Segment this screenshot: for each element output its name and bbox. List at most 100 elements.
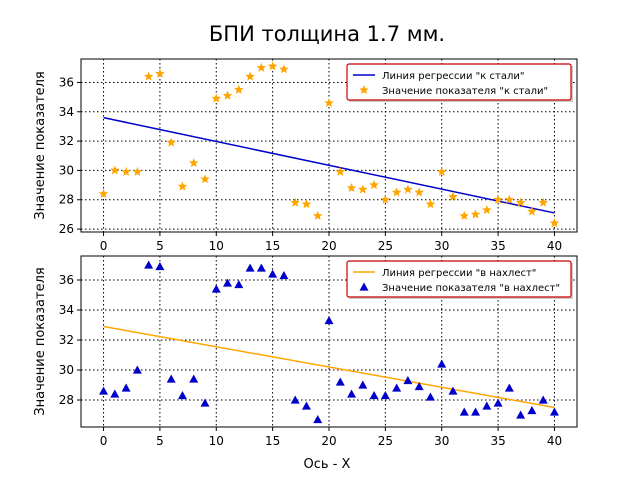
y-axis-label: Значение показателя — [33, 71, 48, 219]
data-point — [414, 382, 424, 391]
y-tick-label: 36 — [59, 273, 74, 287]
legend-marker-swatch — [359, 282, 369, 291]
data-point — [268, 269, 278, 278]
data-point — [155, 262, 165, 271]
data-point — [121, 166, 131, 176]
y-tick-label: 26 — [59, 222, 74, 236]
y-tick-label: 28 — [59, 193, 74, 207]
x-tick-label: 20 — [321, 434, 336, 448]
data-point — [166, 137, 176, 147]
x-tick-label: 5 — [156, 239, 164, 253]
data-point — [312, 210, 323, 220]
legend-marker-swatch — [359, 85, 369, 95]
data-point — [459, 407, 469, 416]
y-tick-label: 36 — [59, 75, 74, 89]
data-point — [279, 271, 289, 280]
x-tick-label: 30 — [434, 239, 449, 253]
data-point — [358, 380, 368, 389]
data-point — [223, 278, 233, 287]
data-point — [392, 383, 402, 392]
x-axis-label: Ось - X — [304, 457, 351, 472]
x-tick-label: 5 — [156, 434, 164, 448]
data-point — [493, 398, 503, 407]
data-point — [425, 392, 435, 401]
data-point — [437, 359, 447, 368]
data-point — [515, 197, 526, 207]
data-point — [99, 386, 109, 395]
data-point — [380, 194, 391, 204]
x-tick-label: 0 — [100, 434, 108, 448]
data-point — [369, 180, 379, 190]
data-point — [324, 316, 334, 325]
data-point — [346, 183, 357, 193]
data-point — [234, 280, 244, 289]
data-point — [425, 199, 436, 209]
y-tick-label: 28 — [59, 393, 74, 407]
data-point — [155, 68, 165, 78]
x-tick-label: 35 — [490, 434, 505, 448]
data-point — [470, 209, 481, 219]
data-point — [301, 199, 312, 209]
y-tick-label: 34 — [59, 105, 74, 119]
data-point — [335, 166, 346, 176]
data-point — [222, 90, 233, 100]
data-point — [267, 61, 278, 71]
data-point — [549, 407, 559, 416]
data-point — [290, 197, 300, 207]
data-point — [188, 158, 199, 168]
data-point — [166, 374, 176, 383]
y-tick-label: 30 — [59, 163, 74, 177]
data-point — [516, 410, 526, 419]
data-point — [538, 197, 548, 207]
data-point — [324, 97, 334, 108]
data-point — [391, 187, 402, 197]
x-tick-label: 30 — [434, 434, 449, 448]
data-point — [177, 181, 188, 191]
data-point — [279, 64, 289, 74]
data-point — [245, 263, 255, 272]
data-point — [358, 184, 368, 194]
data-point — [482, 205, 492, 215]
data-point — [414, 187, 424, 197]
data-point — [200, 174, 210, 184]
data-point — [211, 93, 222, 103]
legend-entry-points: Значение показателя "в нахлест" — [382, 283, 560, 294]
data-point — [200, 398, 210, 407]
data-point — [110, 389, 120, 398]
data-point — [504, 194, 515, 204]
data-point — [504, 383, 514, 392]
x-tick-label: 25 — [378, 239, 393, 253]
data-point — [436, 166, 447, 176]
data-point — [177, 391, 187, 400]
data-point — [245, 71, 255, 81]
x-tick-label: 15 — [265, 239, 280, 253]
y-tick-label: 34 — [59, 303, 74, 317]
data-point — [459, 210, 470, 220]
x-tick-label: 20 — [321, 239, 336, 253]
data-point — [132, 365, 142, 374]
x-tick-label: 40 — [547, 239, 562, 253]
data-point — [143, 71, 154, 81]
data-point — [110, 165, 120, 175]
data-point — [256, 62, 267, 72]
data-point — [98, 188, 109, 198]
data-point — [211, 284, 221, 293]
x-tick-label: 0 — [100, 239, 108, 253]
regression-line — [103, 325, 555, 409]
x-tick-label: 15 — [265, 434, 280, 448]
x-tick-label: 40 — [547, 434, 562, 448]
x-tick-label: 10 — [209, 239, 224, 253]
y-axis-label: Значение показателя — [33, 267, 48, 415]
data-point — [380, 391, 390, 400]
data-point — [448, 191, 458, 201]
x-tick-label: 10 — [209, 434, 224, 448]
data-point — [527, 406, 537, 415]
data-point — [448, 386, 458, 395]
x-tick-label: 35 — [490, 239, 505, 253]
data-point — [144, 260, 154, 269]
legend-entry-regression: Линия регрессии "к стали" — [382, 71, 524, 82]
subplot-2: 0 5 10 15 20 25 30 35 40 28 30 32 34 36 Значение показ… — [33, 255, 578, 448]
x-tick-label: 25 — [378, 434, 393, 448]
data-point — [121, 383, 131, 392]
data-point — [301, 401, 311, 410]
